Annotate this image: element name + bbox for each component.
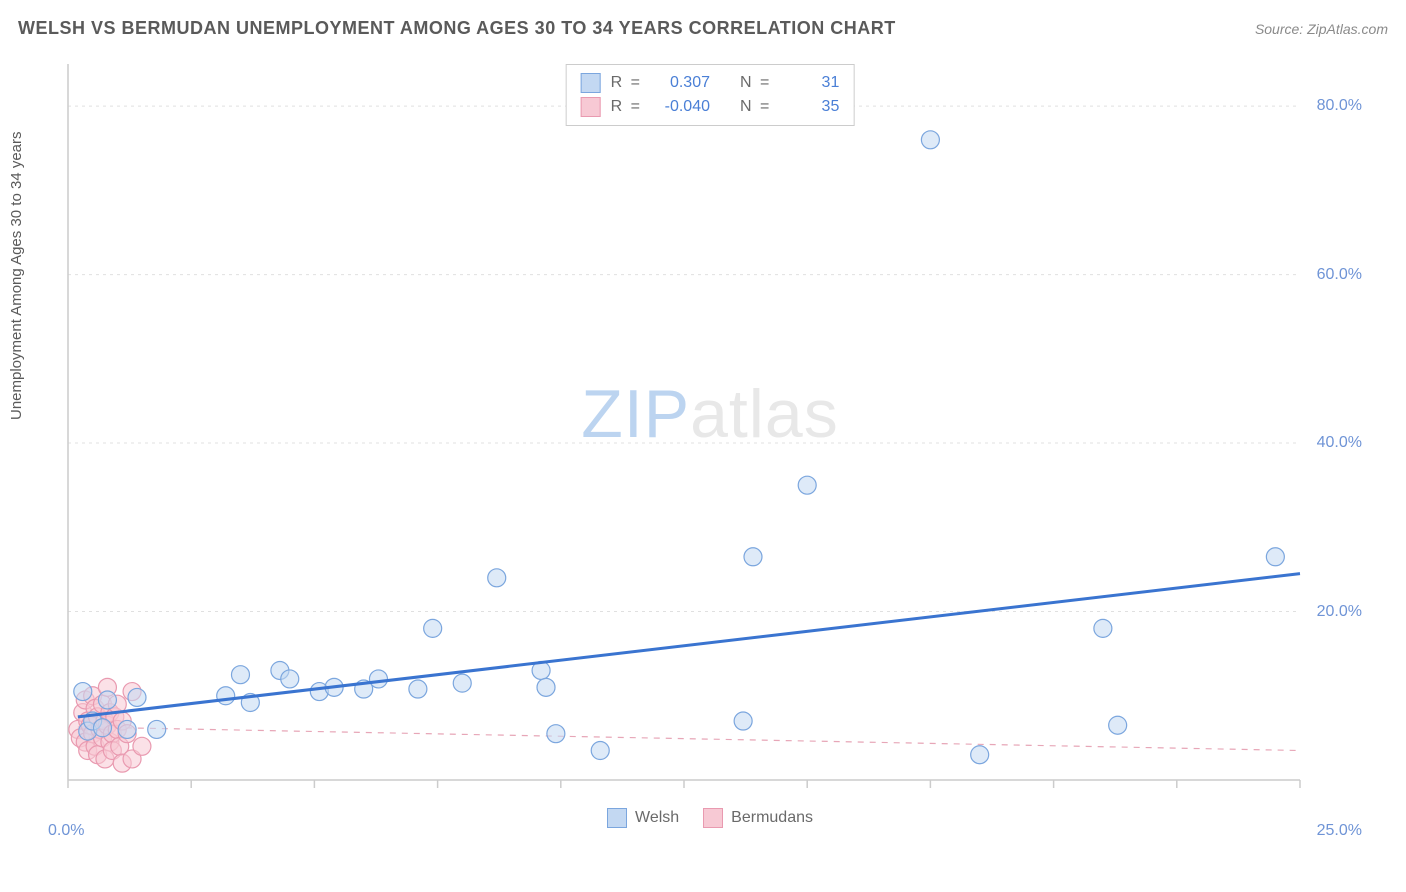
n-label: N = bbox=[740, 98, 771, 116]
welsh-label: Welsh bbox=[635, 809, 679, 827]
x-axis-min-label: 0.0% bbox=[48, 822, 84, 840]
bermudans-swatch-icon bbox=[581, 97, 601, 117]
welsh-swatch-icon bbox=[607, 808, 627, 828]
welsh-r-value: 0.307 bbox=[652, 74, 710, 92]
bermudans-n-value: 35 bbox=[781, 98, 839, 116]
y-tick-label: 80.0% bbox=[1317, 97, 1362, 115]
series-legend: Welsh Bermudans bbox=[607, 808, 813, 828]
bermudans-label: Bermudans bbox=[731, 809, 813, 827]
correlation-legend: R = 0.307 N = 31 R = -0.040 N = 35 bbox=[566, 64, 855, 126]
r-label: R = bbox=[611, 74, 642, 92]
legend-row-welsh: R = 0.307 N = 31 bbox=[581, 71, 840, 95]
scatter-plot: ZIPatlas 20.0%40.0%60.0%80.0% 0.0% 25.0%… bbox=[50, 60, 1370, 830]
x-axis-max-label: 25.0% bbox=[1317, 822, 1362, 840]
legend-row-bermudans: R = -0.040 N = 35 bbox=[581, 95, 840, 119]
r-label: R = bbox=[611, 98, 642, 116]
legend-item-bermudans: Bermudans bbox=[703, 808, 813, 828]
welsh-n-value: 31 bbox=[781, 74, 839, 92]
y-tick-label: 60.0% bbox=[1317, 266, 1362, 284]
y-tick-label: 40.0% bbox=[1317, 434, 1362, 452]
n-label: N = bbox=[740, 74, 771, 92]
legend-item-welsh: Welsh bbox=[607, 808, 679, 828]
y-tick-label: 20.0% bbox=[1317, 603, 1362, 621]
welsh-swatch-icon bbox=[581, 73, 601, 93]
y-axis-label: Unemployment Among Ages 30 to 34 years bbox=[8, 131, 25, 420]
bermudans-swatch-icon bbox=[703, 808, 723, 828]
chart-title: WELSH VS BERMUDAN UNEMPLOYMENT AMONG AGE… bbox=[18, 18, 896, 39]
chart-canvas bbox=[50, 60, 1370, 830]
source-attribution: Source: ZipAtlas.com bbox=[1255, 21, 1388, 37]
bermudans-r-value: -0.040 bbox=[652, 98, 710, 116]
